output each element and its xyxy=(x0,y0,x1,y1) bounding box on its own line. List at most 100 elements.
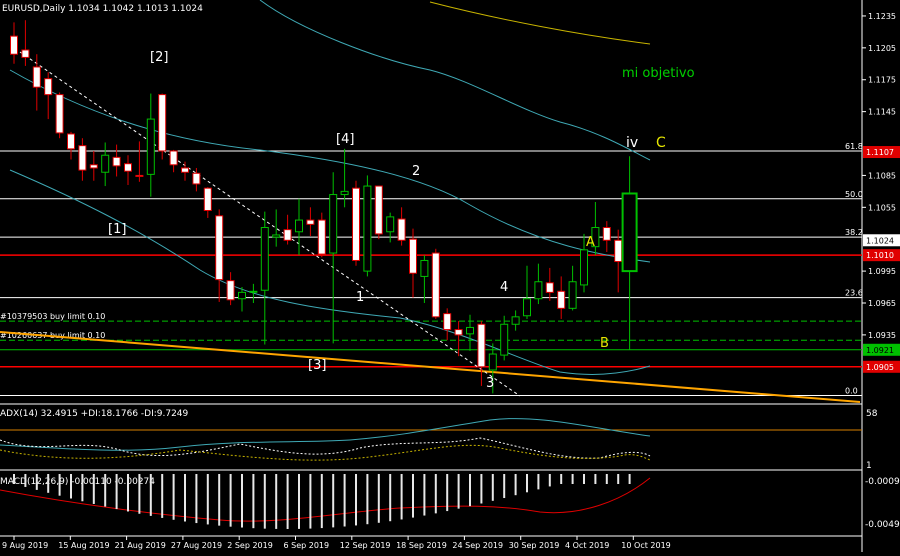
wave-label-wave-l2: [2] xyxy=(150,50,168,65)
price-badge xyxy=(863,360,900,373)
candle-body xyxy=(158,94,167,152)
price-tick-label: 1.1235 xyxy=(868,12,896,21)
candle-body xyxy=(352,187,360,261)
date-label: 9 Aug 2019 xyxy=(2,541,48,550)
wave-label-wave-4: 4 xyxy=(500,280,508,295)
candle-body xyxy=(431,252,440,318)
candle-body xyxy=(272,234,281,238)
candle-body xyxy=(500,323,509,356)
candle-body xyxy=(169,150,178,166)
candle-body xyxy=(420,259,429,277)
candle-body xyxy=(397,218,406,241)
candle-body xyxy=(306,219,315,225)
candle-body xyxy=(10,35,18,55)
macd-panel: MACD(12,26,9) -0.00110 -0.00274 -0.00092… xyxy=(0,474,900,530)
fib-label: 50.0 xyxy=(845,190,863,199)
date-label: 4 Oct 2019 xyxy=(565,541,609,550)
candle-body xyxy=(363,185,372,272)
candle-body xyxy=(112,156,121,167)
wave-label-wave-2: 2 xyxy=(412,164,420,179)
candle-body xyxy=(317,219,326,255)
date-label: 18 Sep 2019 xyxy=(396,541,447,550)
wave-label-wave-1: 1 xyxy=(356,290,364,305)
wave-label-wave-3: 3 xyxy=(486,376,494,391)
candle-body xyxy=(44,78,53,96)
candle-body xyxy=(203,187,212,212)
price-tick-label: 1.0935 xyxy=(868,331,896,340)
candle-body xyxy=(534,281,543,300)
fib-label: 23.6 xyxy=(845,289,863,298)
orange-trendline xyxy=(0,331,861,403)
adx-line xyxy=(0,418,651,451)
candle-body xyxy=(67,133,75,150)
candle-body xyxy=(454,329,463,336)
wave-label-wave-l1: [1] xyxy=(108,222,126,237)
candle-body xyxy=(621,192,638,273)
candle-body xyxy=(580,249,588,286)
candle-body xyxy=(545,282,554,293)
date-axis: 9 Aug 2019 15 Aug 2019 21 Aug 2019 27 Aug 2… xyxy=(2,536,671,550)
wave-labels: mi objetivo iv C A B 2 4 1 3 [2] [1] [4] [3] xyxy=(108,50,695,391)
candle-body xyxy=(511,316,520,325)
fib-label: 38.2 xyxy=(845,228,863,237)
wave-label-wave-iv: iv xyxy=(626,135,638,151)
date-label: 27 Aug 2019 xyxy=(171,541,222,550)
wave-label-wave-l3: [3] xyxy=(308,358,326,373)
wave-label-wave-b: B xyxy=(600,336,609,351)
price-badge-label: 1.1107 xyxy=(866,148,894,157)
candle-body xyxy=(443,313,452,331)
macd-axis-bottom: -0.00495 xyxy=(865,520,900,530)
candles xyxy=(10,20,638,394)
candle-body xyxy=(477,323,486,368)
candle-body xyxy=(340,190,349,196)
wave-label-wave-a: A xyxy=(586,235,595,250)
fib-label: 0.0 xyxy=(845,386,858,395)
candle-body xyxy=(101,154,110,173)
candle-body xyxy=(614,239,623,263)
candle-body xyxy=(226,280,235,301)
date-label: 15 Aug 2019 xyxy=(58,541,109,550)
date-label: 6 Sep 2019 xyxy=(284,541,330,550)
candle-body xyxy=(488,353,497,371)
macd-label: MACD(12,26,9) -0.00110 -0.00274 xyxy=(0,477,155,487)
candle-body xyxy=(409,238,417,274)
candle-body xyxy=(124,163,132,172)
price-badge-label: 1.0921 xyxy=(866,346,894,355)
fibonacci-levels: 61.8 50.0 38.2 23.6 0.0 xyxy=(0,142,863,396)
candle-body xyxy=(386,216,395,233)
minus-di-line xyxy=(0,444,651,461)
candle-body xyxy=(89,164,98,169)
date-label: 21 Aug 2019 xyxy=(115,541,166,550)
wave-label-goal: mi objetivo xyxy=(622,66,695,81)
wave-label-wave-c: C xyxy=(656,135,666,151)
candle-body xyxy=(260,227,269,291)
price-badge xyxy=(863,343,900,356)
price-tick-label: 1.1205 xyxy=(868,44,896,53)
fib-label: 61.8 xyxy=(845,142,863,151)
candle-body xyxy=(135,174,144,177)
ma-yellow xyxy=(429,1,651,45)
adx-axis-bottom: 1 xyxy=(866,461,872,471)
candle-body xyxy=(557,290,566,309)
candle-body xyxy=(78,145,87,171)
horizontal-lines: #10379503 buy limit 0.10#10260637 buy li… xyxy=(0,254,862,368)
date-label: 10 Oct 2019 xyxy=(621,541,670,550)
candle-body xyxy=(181,167,189,173)
price-tick-label: 1.1175 xyxy=(868,76,896,85)
candle-body xyxy=(568,281,577,309)
wave-label-wave-l4: [4] xyxy=(336,132,354,147)
adx-label: ADX(14) 32.4915 +DI:18.1766 -DI:9.7249 xyxy=(0,409,189,419)
candle-body xyxy=(249,290,258,293)
plus-di-line xyxy=(0,437,651,459)
candle-body xyxy=(329,194,338,254)
candle-body xyxy=(466,326,474,335)
candle-body xyxy=(215,215,224,281)
price-tick-label: 1.1055 xyxy=(868,203,896,212)
price-badge xyxy=(863,234,900,247)
adx-axis-top: 58 xyxy=(866,409,878,419)
date-label: 2 Sep 2019 xyxy=(227,541,273,550)
price-tick-label: 1.0965 xyxy=(868,299,896,308)
candle-body xyxy=(283,229,292,241)
